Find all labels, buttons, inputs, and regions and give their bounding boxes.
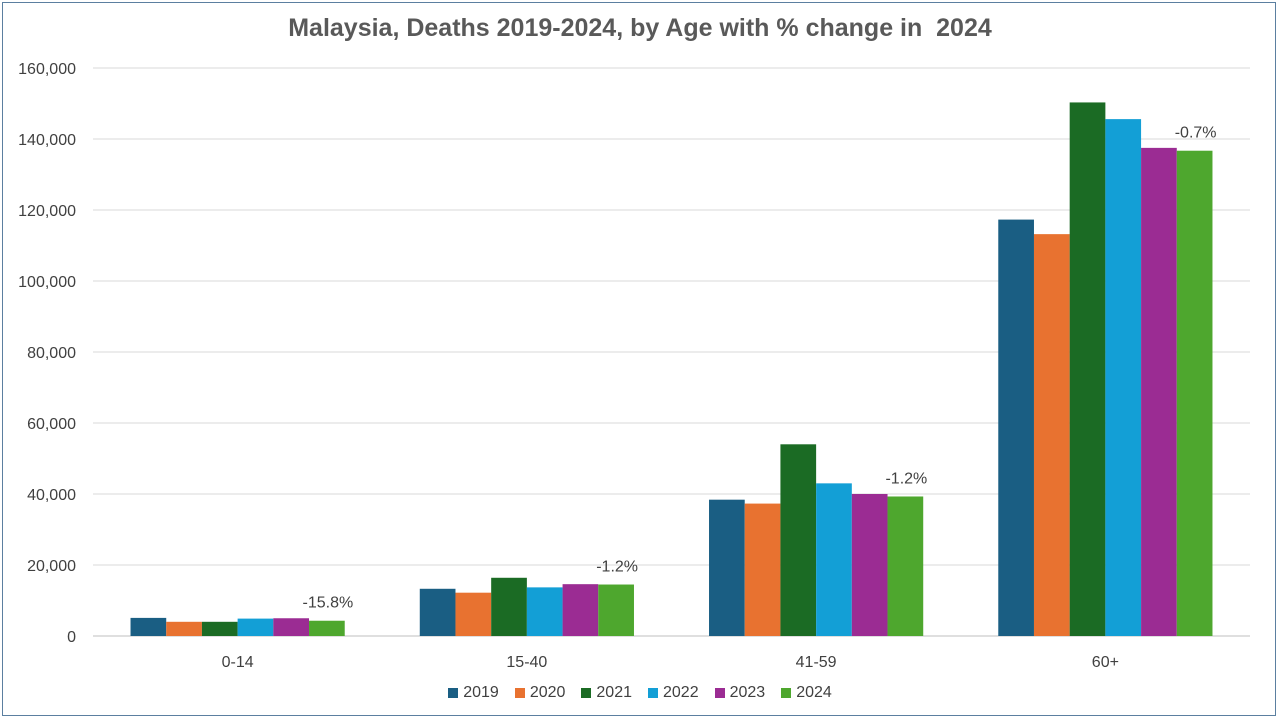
bar-2021-60+ <box>1069 102 1106 636</box>
legend-swatch <box>448 688 459 698</box>
bar-2023-60+ <box>1141 147 1177 636</box>
legend-label: 2024 <box>796 684 832 701</box>
bar-2019-60+ <box>998 219 1034 636</box>
legend-swatch <box>581 688 592 698</box>
bar-2020-60+ <box>1033 234 1070 636</box>
legend: 2019 2020 2021 2022 2023 2024 <box>0 684 1280 702</box>
bar-2022-41-59 <box>816 483 852 636</box>
data-label: -15.8% <box>303 595 354 612</box>
y-tick-label: 100,000 <box>18 274 76 291</box>
legend-item-2024: 2024 <box>781 684 832 702</box>
bar-2021-0-14 <box>201 621 238 636</box>
legend-label: 2020 <box>529 684 566 701</box>
bar-2024-60+ <box>1176 150 1213 636</box>
bar-2020-41-59 <box>744 503 781 636</box>
legend-swatch <box>714 688 725 698</box>
legend-item-2020: 2020 <box>514 684 566 702</box>
x-tick-label: 15-40 <box>506 654 547 671</box>
y-tick-label: 0 <box>67 629 76 646</box>
bar-2023-41-59 <box>851 494 888 636</box>
legend-label: 2019 <box>463 684 499 701</box>
bar-2024-15-40 <box>598 584 634 636</box>
legend-swatch <box>514 688 525 698</box>
chart-title: Malaysia, Deaths 2019-2024, by Age with … <box>288 14 992 42</box>
bar-2022-15-40 <box>526 587 563 636</box>
x-tick-label: 0-14 <box>222 654 254 671</box>
x-tick-label: 60+ <box>1092 654 1119 671</box>
legend-item-2023: 2023 <box>714 684 766 702</box>
legend-label: 2022 <box>663 684 699 701</box>
bar-2022-60+ <box>1105 119 1142 637</box>
data-label: -1.2% <box>596 559 638 576</box>
y-tick-label: 120,000 <box>18 203 76 220</box>
bar-2023-15-40 <box>562 584 599 636</box>
legend-item-2022: 2022 <box>648 684 699 702</box>
bar-2020-0-14 <box>166 621 202 636</box>
bar-2021-41-59 <box>780 444 817 636</box>
legend-label: 2023 <box>729 684 766 701</box>
bar-2023-0-14 <box>273 618 310 636</box>
bar-2019-0-14 <box>130 617 167 636</box>
bar-2024-41-59 <box>887 496 924 636</box>
legend-label: 2021 <box>596 684 632 701</box>
x-tick-label: 41-59 <box>796 654 837 671</box>
y-tick-label: 20,000 <box>27 558 76 575</box>
bar-2020-15-40 <box>455 592 492 636</box>
legend-item-2021: 2021 <box>581 684 632 702</box>
bar-2019-41-59 <box>709 499 745 636</box>
y-tick-label: 60,000 <box>27 416 76 433</box>
bar-2024-0-14 <box>309 620 345 636</box>
y-tick-label: 140,000 <box>18 132 76 149</box>
y-tick-label: 160,000 <box>18 61 76 78</box>
legend-swatch <box>781 688 792 698</box>
legend-swatch <box>648 688 658 698</box>
bar-2021-15-40 <box>491 577 527 636</box>
y-tick-label: 40,000 <box>27 487 76 504</box>
data-label: -1.2% <box>885 470 927 487</box>
bar-2019-15-40 <box>419 588 456 636</box>
y-tick-label: 80,000 <box>27 345 76 362</box>
legend-item-2019: 2019 <box>448 684 499 702</box>
bar-2022-0-14 <box>237 618 274 636</box>
data-label: -0.7% <box>1175 125 1217 142</box>
